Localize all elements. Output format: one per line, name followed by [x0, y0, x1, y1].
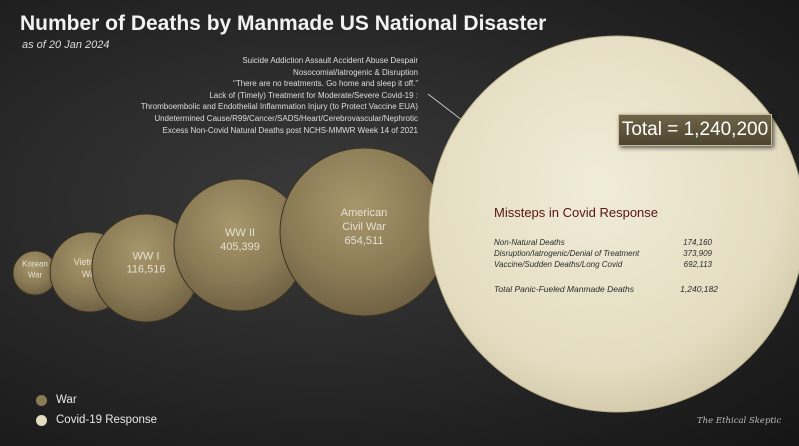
bubble-missteps-in-covid-response — [428, 35, 799, 413]
legend-swatch-covid — [36, 414, 47, 426]
covid-causes-list: Suicide Addiction Assault Accident Abuse… — [98, 55, 418, 136]
bubble-label: Vietnam — [74, 257, 107, 267]
watermark: The Ethical Skeptic — [697, 416, 782, 426]
legend-item-war: War — [36, 390, 157, 410]
bubble-label: 405,399 — [220, 241, 260, 253]
cause-line: Nosocomial/Iatrogenic & Disruption — [293, 67, 418, 77]
chart-subtitle: as of 20 Jan 2024 — [22, 39, 110, 51]
cause-line: “There are no treatments. Go home and sl… — [233, 79, 418, 89]
legend-swatch-war — [36, 394, 47, 406]
cause-line: Excess Non-Covid Natural Deaths post NCH… — [162, 125, 419, 135]
cause-line: Lack of (Timely) Treatment for Moderate/… — [209, 90, 418, 100]
bubble-label: American — [341, 207, 387, 219]
bubble-label: War — [28, 270, 43, 279]
bubble-label: Korean — [22, 259, 48, 268]
cause-line: Undetermined Cause/R99/Cancer/SADS/Heart… — [154, 113, 418, 123]
chart-title: Number of Deaths by Manmade US National … — [20, 12, 547, 35]
legend-item-covid: Covid-19 Response — [36, 410, 157, 430]
response-row-value: 692,113 — [684, 260, 713, 269]
response-title: Missteps in Covid Response — [494, 205, 658, 220]
bubble-label: War — [82, 269, 98, 279]
response-row-label: Vaccine/Sudden Deaths/Long Covid — [494, 260, 623, 269]
legend: War Covid-19 Response — [36, 390, 157, 430]
cause-line: Suicide Addiction Assault Accident Abuse… — [242, 56, 418, 65]
response-row-value: 174,160 — [683, 238, 712, 247]
bubble-label: Civil War — [342, 221, 386, 233]
bubble-label: 116,516 — [127, 263, 166, 275]
response-row-value: 373,909 — [683, 249, 712, 258]
response-row-label: Disruption/Iatrogenic/Denial of Treatmen… — [494, 249, 640, 258]
response-row-label: Non-Natural Deaths — [494, 238, 565, 247]
response-total-value: 1,240,182 — [680, 284, 718, 294]
total-badge: Total = 1,240,200 — [618, 114, 772, 146]
legend-label: War — [56, 394, 77, 406]
cause-line: Thromboembolic and Endothelial Inflammat… — [140, 102, 418, 112]
bubble-label: 654,511 — [345, 235, 384, 247]
legend-label: Covid-19 Response — [56, 414, 158, 426]
bubble-label: WW I — [133, 250, 160, 262]
response-total-label: Total Panic-Fueled Manmade Deaths — [494, 284, 635, 294]
bubble-label: WW II — [225, 227, 255, 239]
